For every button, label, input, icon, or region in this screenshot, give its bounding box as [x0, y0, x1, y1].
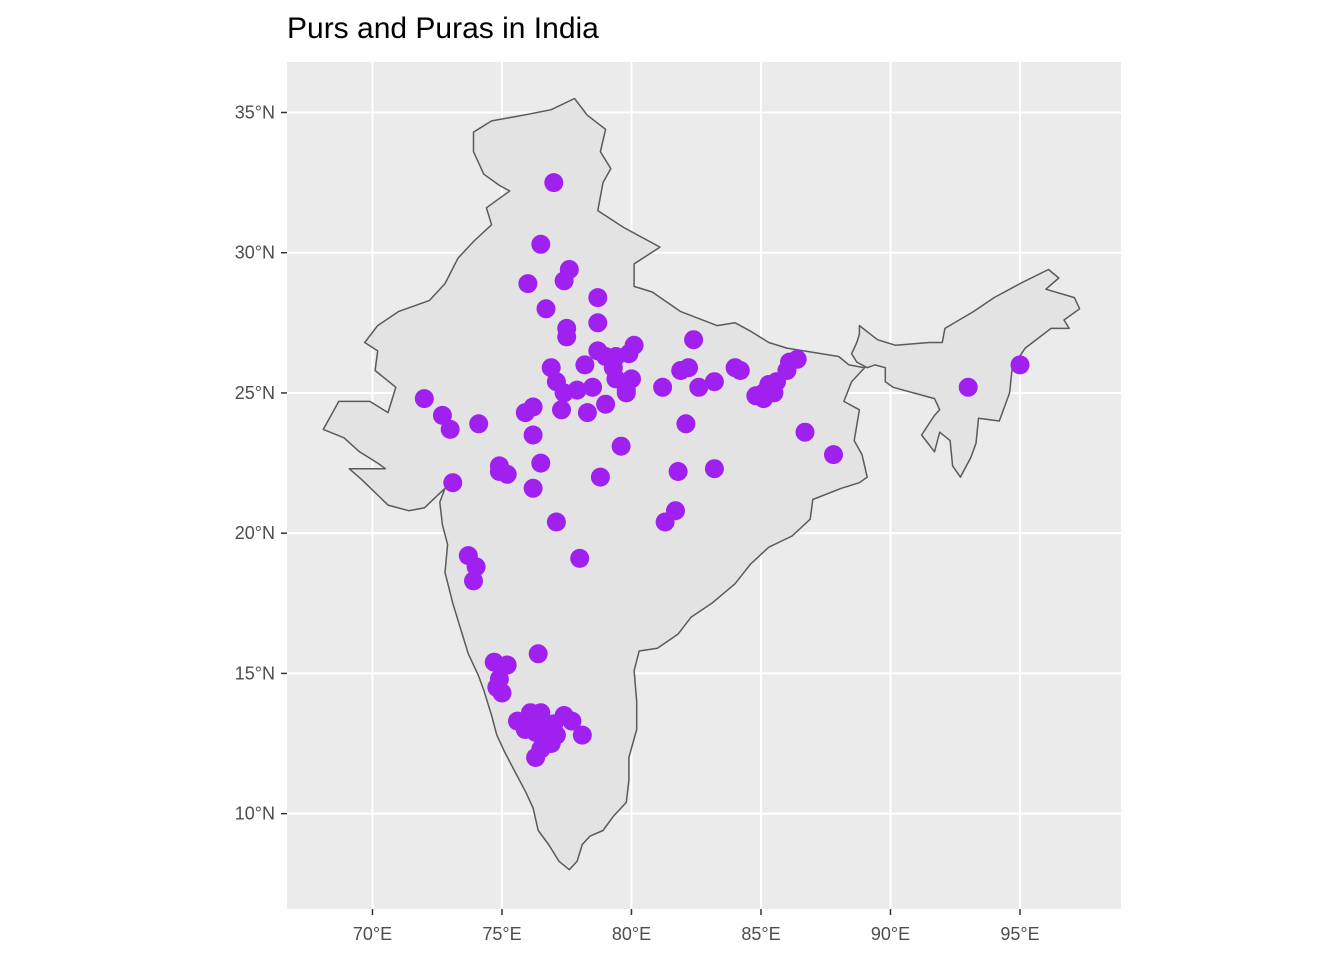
place-point — [557, 327, 577, 347]
place-point — [544, 173, 564, 193]
place-point — [554, 383, 574, 403]
y-tick-label: 35°N — [235, 102, 275, 122]
y-tick-label: 30°N — [235, 243, 275, 263]
place-point — [536, 299, 556, 319]
place-point — [466, 557, 486, 577]
place-point — [554, 271, 574, 291]
place-point — [611, 436, 631, 456]
place-point — [730, 361, 750, 380]
place-point — [523, 425, 543, 445]
place-point — [704, 459, 724, 479]
place-point — [689, 377, 709, 397]
place-point — [518, 274, 538, 294]
y-tick-label: 25°N — [235, 383, 275, 403]
place-point — [653, 377, 673, 397]
place-point — [676, 414, 696, 434]
place-point — [619, 344, 639, 364]
place-point — [824, 445, 843, 465]
map-title: Purs and Puras in India — [287, 12, 599, 45]
place-point — [528, 644, 548, 664]
place-point — [596, 394, 616, 414]
place-point — [671, 361, 691, 380]
place-point — [440, 419, 460, 439]
place-point — [414, 389, 434, 409]
place-point — [432, 405, 452, 425]
place-point — [497, 655, 517, 675]
y-tick-label: 10°N — [235, 804, 275, 824]
place-point — [577, 403, 597, 423]
place-point — [464, 571, 483, 591]
place-point — [704, 372, 724, 392]
place-point — [562, 711, 582, 731]
place-point — [523, 478, 543, 498]
place-point — [492, 683, 512, 703]
place-point — [443, 473, 463, 493]
place-point — [655, 512, 675, 532]
axes: 70°E 75°E 80°E 85°E 90°E 95°E 10°N 15°N 20°N 25°N… — [235, 102, 1040, 944]
place-point — [754, 389, 774, 409]
place-point — [572, 725, 592, 745]
place-point — [588, 313, 608, 333]
x-tick-label: 70°E — [353, 924, 392, 944]
place-point — [570, 548, 590, 568]
x-tick-label: 85°E — [741, 924, 780, 944]
place-point — [575, 355, 595, 375]
place-point — [668, 462, 688, 481]
place-point — [515, 403, 535, 423]
x-tick-label: 80°E — [612, 924, 651, 944]
place-point — [489, 462, 509, 481]
place-point — [684, 330, 704, 350]
x-tick-label: 75°E — [482, 924, 521, 944]
place-point — [552, 400, 571, 420]
place-point — [469, 414, 489, 434]
place-point — [583, 377, 603, 397]
place-point — [588, 288, 608, 308]
place-point — [590, 467, 610, 487]
y-tick-label: 20°N — [235, 523, 275, 543]
place-point — [526, 748, 546, 767]
place-point — [616, 383, 636, 403]
place-point — [531, 453, 551, 473]
place-point — [1010, 355, 1030, 375]
place-point — [546, 512, 566, 532]
place-points — [414, 173, 1030, 767]
place-point — [958, 377, 978, 397]
y-tick-label: 15°N — [235, 663, 275, 683]
grid-lines — [287, 62, 1121, 909]
x-tick-label: 90°E — [871, 924, 910, 944]
x-tick-label: 95°E — [1000, 924, 1039, 944]
place-point — [795, 422, 815, 442]
place-point — [531, 234, 551, 254]
